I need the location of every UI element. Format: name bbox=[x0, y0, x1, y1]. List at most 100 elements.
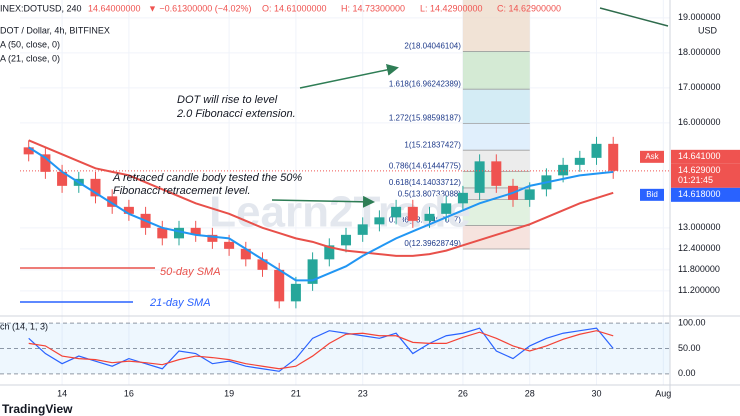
x-tick-label: 26 bbox=[458, 388, 468, 398]
fib-zone bbox=[462, 89, 530, 124]
y-tick-label: 50.00 bbox=[678, 343, 701, 353]
candle-body bbox=[40, 154, 51, 172]
fib-label: 1.272(15.98598187) bbox=[389, 113, 461, 122]
ask-tag: Ask bbox=[645, 152, 659, 161]
fib-zone bbox=[462, 187, 530, 200]
ask-value: 14.641000 bbox=[678, 151, 721, 161]
price-badge bbox=[671, 163, 740, 188]
change: ▼ −0.61300000 (−4.02%) bbox=[148, 3, 251, 13]
candle-body bbox=[207, 234, 218, 242]
fib-label: 1(15.21837427) bbox=[404, 140, 461, 149]
y-tick-label: 0.00 bbox=[678, 368, 696, 378]
fib-label: 0.5(13.80733088) bbox=[398, 190, 462, 199]
last-price: 14.64000000 bbox=[88, 3, 141, 13]
candle-body bbox=[357, 224, 368, 235]
candle-body bbox=[274, 269, 285, 302]
candle-body bbox=[307, 259, 318, 284]
chart-title: DOT / Dollar, 4h, BITFINEX bbox=[0, 25, 110, 35]
candle-body bbox=[290, 283, 301, 302]
x-tick-label: 19 bbox=[224, 388, 234, 398]
y-tick-label: 11.200000 bbox=[678, 285, 720, 295]
candle-body bbox=[574, 157, 585, 165]
candle-body bbox=[90, 178, 101, 197]
fib-label: 2(18.04046104) bbox=[404, 42, 461, 51]
fib-label: 0.786(14.61444775) bbox=[389, 161, 461, 170]
candle-body bbox=[407, 206, 418, 221]
annotation: A retraced candle body tested the 50% bbox=[112, 172, 302, 184]
bid-badge bbox=[671, 187, 740, 202]
fib-zone bbox=[462, 225, 530, 249]
y-tick-label: 17.000000 bbox=[678, 82, 721, 92]
y-tick-label: 100.00 bbox=[678, 317, 706, 327]
bid-value: 14.618000 bbox=[678, 189, 721, 199]
fib-zone bbox=[462, 0, 530, 52]
y-tick-label: 11.800000 bbox=[678, 264, 720, 274]
indicator-title: ch (14, 1, 3) bbox=[0, 321, 48, 331]
x-tick-label: 14 bbox=[57, 388, 67, 398]
price-labels: 14 16 19 21 23 26 28 30 Aug 11.200000 11.800000 12.… bbox=[57, 12, 740, 398]
candle-body bbox=[558, 164, 569, 176]
indicator-band bbox=[0, 323, 670, 374]
candle-body bbox=[374, 217, 385, 225]
annotation: DOT will rise to level bbox=[177, 94, 278, 106]
fib-zone bbox=[462, 199, 530, 226]
y-tick-label: 16.000000 bbox=[678, 117, 721, 127]
candle-body bbox=[57, 171, 68, 186]
ohlc: C: 14.62900000 bbox=[497, 3, 561, 13]
countdown: 01:21:45 bbox=[678, 175, 713, 185]
currency: USD bbox=[698, 25, 718, 35]
series-line bbox=[28, 327, 614, 372]
fib-zone bbox=[462, 123, 530, 151]
series-line bbox=[28, 146, 614, 282]
price-value: 14.629000 bbox=[678, 165, 721, 175]
candle-body bbox=[123, 206, 134, 214]
annotation: 21-day SMA bbox=[149, 297, 211, 309]
candle-body bbox=[491, 161, 502, 186]
candle-body bbox=[324, 245, 335, 260]
fib-label: 1.618(16.96242389) bbox=[389, 79, 461, 88]
ask-badge bbox=[671, 149, 740, 164]
candle-body bbox=[391, 206, 402, 218]
candle-body bbox=[257, 259, 268, 270]
candle-body bbox=[441, 203, 452, 214]
candle-body bbox=[190, 227, 201, 235]
ohlc: O: 14.61000000 bbox=[262, 3, 327, 13]
annotation: 2.0 Fibonacci extension. bbox=[176, 108, 296, 120]
trend-line bbox=[599, 7, 669, 27]
series-line bbox=[28, 330, 614, 370]
plot-layer bbox=[20, 136, 670, 372]
arrow bbox=[299, 63, 399, 89]
x-tick-label: Aug bbox=[655, 388, 671, 398]
symbol: INEX:DOTUSD, 240 bbox=[0, 3, 82, 13]
candle-body bbox=[157, 227, 168, 239]
candle-body bbox=[23, 147, 34, 155]
fib-label: 0.618(14.14033712) bbox=[389, 178, 461, 187]
fib-zone bbox=[462, 51, 530, 90]
y-tick-label: 18.000000 bbox=[678, 47, 721, 57]
candle-body bbox=[424, 213, 435, 221]
series-line bbox=[28, 139, 614, 257]
candle-body bbox=[524, 189, 535, 200]
x-tick-label: 23 bbox=[358, 388, 368, 398]
candle-body bbox=[173, 227, 185, 239]
legend-entry: A (50, close, 0) bbox=[0, 39, 60, 49]
candle-body bbox=[107, 196, 118, 207]
watermark: Learn2Trade bbox=[209, 188, 471, 237]
bid-tag-bg bbox=[640, 188, 664, 201]
bid-tag: Bid bbox=[646, 190, 658, 199]
candle-body bbox=[608, 143, 619, 171]
candle-body bbox=[240, 248, 251, 260]
arrow bbox=[271, 195, 375, 208]
x-tick-label: 16 bbox=[124, 388, 134, 398]
candle-body bbox=[340, 234, 352, 246]
candle-body bbox=[224, 241, 235, 249]
candle-body bbox=[457, 192, 468, 204]
x-tick-label: 21 bbox=[291, 388, 301, 398]
y-tick-label: 13.000000 bbox=[678, 222, 721, 232]
y-tick-label: 19.000000 bbox=[678, 12, 721, 22]
ohlc: H: 14.73300000 bbox=[341, 3, 405, 13]
brand: TradingView bbox=[2, 402, 73, 416]
ask-tag-bg bbox=[640, 150, 664, 163]
